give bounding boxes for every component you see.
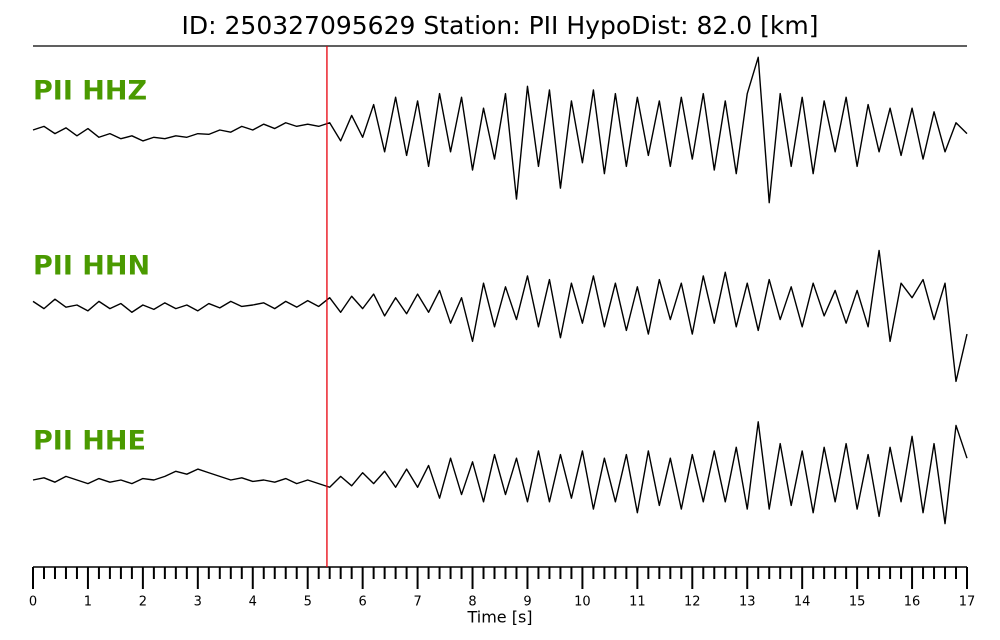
x-tick-label: 9 [523,595,531,610]
chart-title: ID: 250327095629 Station: PII HypoDist: … [182,11,819,40]
x-tick-label: 13 [739,595,756,610]
x-tick-label: 0 [29,595,37,610]
trace-label: PII HHN [33,251,150,282]
x-tick-label: 10 [574,595,591,610]
x-tick-label: 4 [249,595,257,610]
x-tick-label: 3 [194,595,202,610]
x-tick-label: 15 [849,595,866,610]
x-tick-label: 12 [684,595,701,610]
waveform [32,56,968,204]
x-tick-label: 1 [84,595,92,610]
x-tick-label: 6 [359,595,367,610]
x-tick-label: 5 [304,595,312,610]
x-tick-label: 11 [629,595,646,610]
x-tick-label: 7 [413,595,421,610]
x-axis-label: Time [s] [466,608,532,627]
x-tick-label: 2 [139,595,147,610]
x-tick-label: 17 [959,595,976,610]
x-tick-label: 8 [468,595,476,610]
x-tick-label: 14 [794,595,811,610]
x-tick-label: 16 [904,595,921,610]
trace-label: PII HHZ [33,76,147,107]
waveform [32,249,968,383]
trace-label: PII HHE [33,426,146,457]
waveform [32,421,968,525]
